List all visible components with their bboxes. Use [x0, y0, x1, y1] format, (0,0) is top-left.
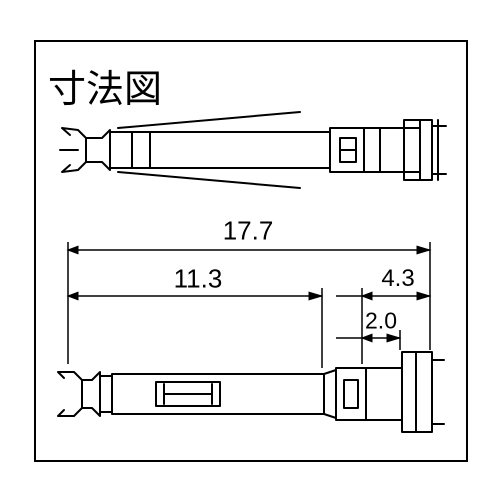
dim-overall-length: 17.7 — [223, 216, 274, 247]
top-view — [60, 112, 446, 188]
dim-tip-length: 4.3 — [381, 265, 414, 293]
dim-tab-length: 2.0 — [365, 308, 397, 335]
diagram-canvas: 寸法図 — [0, 0, 500, 500]
bottom-view — [58, 352, 444, 432]
dimension-lines — [68, 242, 430, 368]
dim-body-length: 11.3 — [174, 264, 223, 295]
drawing-layer — [0, 0, 500, 500]
